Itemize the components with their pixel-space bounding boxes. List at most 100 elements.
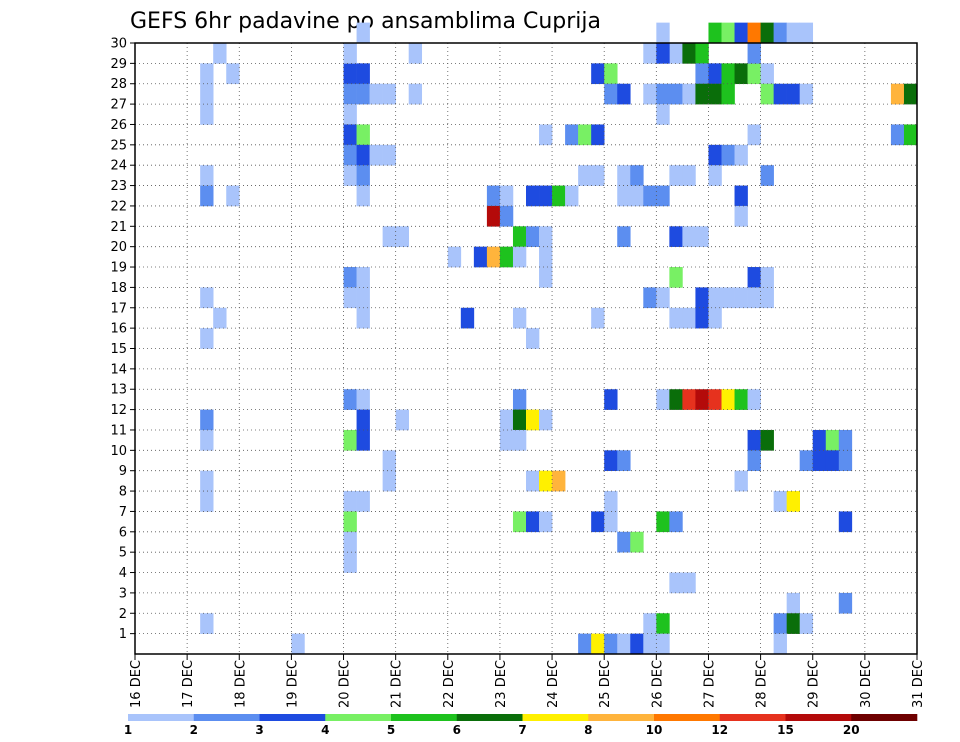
heatmap-cell [200,63,214,85]
heatmap-cell [512,409,527,431]
heatmap-cell [486,246,501,268]
heatmap-cell [200,409,214,431]
heatmap-cell [643,43,657,64]
heatmap-cell [395,226,409,247]
heatmap-cell [356,22,370,44]
heatmap-cell [343,267,357,288]
x-tick-label: 23 DEC [494,660,509,708]
y-tick-label: 18 [110,281,127,296]
heatmap-cell [682,226,696,247]
heatmap-cell [630,165,644,186]
y-tick-label: 9 [119,464,127,479]
heatmap-cell [226,63,240,85]
heatmap-cell [343,104,357,125]
heatmap-cell [356,124,370,146]
heatmap-cell [382,83,396,105]
heatmap-cell [499,429,514,451]
heatmap-cell [656,511,670,533]
y-tick-label: 1 [119,627,127,642]
y-tick-label: 16 [110,322,127,337]
heatmap-cell [682,307,696,329]
y-tick-label: 24 [110,159,127,174]
heatmap-cell [578,165,592,186]
heatmap-cell [604,491,618,512]
heatmap-cell [903,83,918,105]
heatmap-cell [539,226,553,247]
heatmap-cell [343,43,357,64]
heatmap-cell [591,511,605,533]
heatmap-cell [734,185,748,207]
heatmap-cell [512,307,527,329]
x-tick-label: 25 DEC [598,660,613,708]
y-tick-label: 27 [110,98,127,113]
y-tick-label: 6 [119,525,127,540]
heatmap-cell [708,307,722,329]
heatmap-cell [656,613,670,634]
x-tick-label: 29 DEC [807,660,822,708]
heatmap-cell [356,185,370,207]
heatmap-cell [291,633,305,655]
heatmap-cell [552,470,566,492]
heatmap-cell [591,165,605,186]
heatmap-cell [656,287,670,309]
heatmap-cell [565,124,579,146]
heatmap-cell [747,22,761,44]
heatmap-cell [591,63,605,85]
y-tick-label: 14 [110,362,127,377]
heatmap-cell [604,511,618,533]
y-tick-label: 26 [110,118,127,133]
heatmap-cell [656,83,670,105]
legend-label: 4 [321,723,329,737]
legend-swatch [325,714,392,721]
heatmap-cell [669,165,683,186]
heatmap-cell [499,246,514,268]
heatmap-cell [643,633,657,655]
y-tick-label: 25 [110,138,127,153]
heatmap-cell [747,267,761,288]
x-axis-ticks: 16 DEC 17 DEC 18 DEC 19 DEC 20 DEC 21 DEC 22 D… [129,654,926,708]
heatmap-cell [747,124,761,146]
heatmap-cell [617,83,631,105]
legend-label: 6 [453,723,461,737]
heatmap-cell [617,165,631,186]
legend-label: 20 [843,723,860,737]
heatmap-cell [838,450,853,471]
heatmap-cell [656,633,670,655]
heatmap-cell [708,287,722,309]
heatmap-cell [604,389,618,410]
heatmap-cell [695,307,709,329]
heatmap-cell [343,287,357,309]
y-tick-label: 15 [110,342,127,357]
heatmap-cell [734,470,748,492]
heatmap-cell [356,491,370,512]
heatmap-cell [760,165,774,186]
heatmap-cell [356,307,370,329]
heatmap-cell [539,267,553,288]
heatmap-cell [382,470,396,492]
heatmap-cell [903,124,918,146]
heatmap-cell [656,104,670,125]
heatmap-cell [669,511,683,533]
legend-swatch [522,714,589,721]
x-tick-label: 16 DEC [129,660,144,708]
heatmap-cell [343,491,357,512]
y-tick-label: 29 [110,57,127,72]
y-tick-label: 22 [110,199,127,214]
heatmap-cell [539,409,553,431]
heatmap-cell [200,429,214,451]
heatmap-cell [604,83,618,105]
heatmap-cell [591,633,605,655]
heatmap-cell [473,246,488,268]
heatmap-cell [812,450,827,471]
heatmap-cell [682,43,696,64]
y-tick-label: 21 [110,220,127,235]
heatmap-cell [695,83,709,105]
x-tick-label: 17 DEC [181,660,196,708]
heatmap-cell [695,226,709,247]
x-tick-label: 18 DEC [233,660,248,708]
heatmap-cell [591,124,605,146]
heatmap-cell [760,83,774,105]
legend-label: 10 [646,723,663,737]
heatmap-cell [669,43,683,64]
